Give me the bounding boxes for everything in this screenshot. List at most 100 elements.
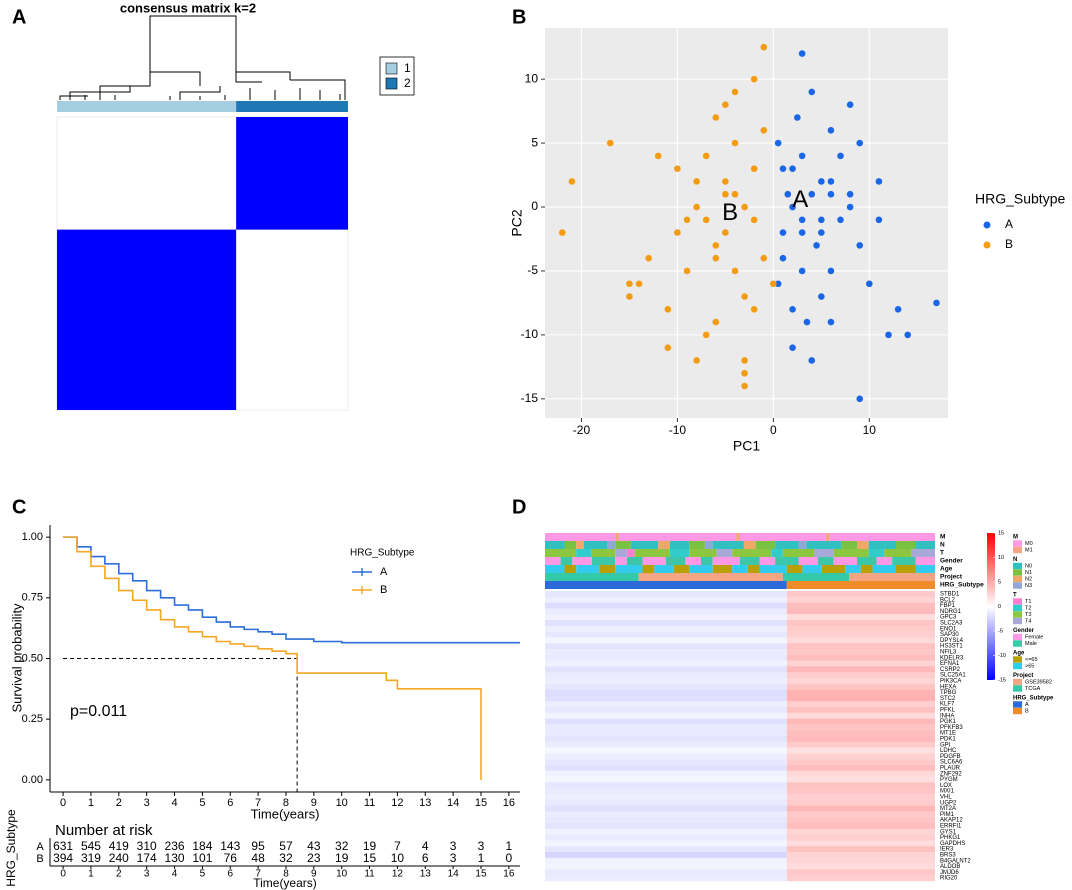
annotation-cell (669, 549, 690, 557)
point (798, 216, 806, 224)
x-tick-label: 14 (448, 869, 460, 880)
point (774, 280, 782, 288)
point (722, 178, 729, 185)
risk-count: 419 (109, 839, 129, 853)
gene-label: ENO1 (940, 626, 957, 632)
point (866, 280, 873, 288)
point (664, 344, 672, 351)
point (683, 267, 691, 275)
heatmap-cell (786, 794, 935, 800)
gene-label: JMJD6 (940, 870, 959, 876)
annotation-cell (607, 541, 616, 549)
gene-label: GAPDHS (940, 841, 965, 847)
point (664, 306, 672, 313)
heatmap-cell (545, 869, 787, 876)
plot-bg (545, 28, 948, 418)
median-line (63, 658, 298, 792)
gene-label: SLC2A3 (940, 620, 963, 626)
point (760, 126, 768, 134)
heatmap-cell (545, 660, 787, 667)
heatmap-cell (545, 683, 787, 690)
x-tick-label: 4 (172, 869, 178, 880)
heatmap-cell (786, 631, 935, 638)
heatmap-cell (545, 759, 787, 766)
y-tick-label: 0.50 (22, 652, 43, 664)
scale-tick-label: -10 (998, 653, 1006, 659)
point (635, 280, 643, 288)
annotation-cell (689, 565, 713, 573)
gene-label: IER3 (940, 847, 954, 853)
heatmap-cell (545, 857, 787, 864)
x-tick-label: 9 (311, 869, 317, 880)
gene-label: SLC6A6 (940, 760, 963, 766)
legend-label: B (380, 584, 387, 596)
annotation-cell (782, 549, 815, 557)
heatmap-cell (545, 852, 787, 858)
annotation-cell (634, 549, 670, 557)
annotation-cell (712, 541, 744, 549)
heatmap-cell (786, 683, 935, 690)
x-axis-label: Time(years) (251, 806, 320, 821)
point (789, 165, 796, 172)
heatmap-cell (545, 707, 787, 713)
gene-label: SAP30 (940, 632, 959, 638)
annotation-cell (857, 557, 877, 565)
point (722, 229, 729, 236)
annotation-cell (740, 557, 760, 565)
legend-title: T (1013, 593, 1017, 599)
legend-label: T2 (1025, 605, 1031, 611)
x-tick-label: 0 (60, 797, 66, 809)
heatmap-cell (545, 625, 787, 632)
annotation-cell (576, 549, 592, 557)
annotation-cell (798, 557, 818, 565)
heatmap-cell (786, 759, 935, 766)
point (798, 152, 806, 160)
point (626, 293, 633, 300)
point (856, 139, 864, 147)
heatmap-cell (545, 770, 787, 777)
heatmap-cell (786, 741, 935, 748)
heatmap-cell (786, 817, 935, 824)
heatmap-cell (786, 660, 935, 667)
point (784, 190, 792, 198)
heatmap-cell (786, 666, 935, 673)
heatmap-cell (786, 811, 935, 818)
heatmap-cell (545, 805, 787, 812)
legend-label: 2 (404, 76, 411, 90)
point (702, 152, 710, 160)
gene-label: NDRG1 (940, 609, 962, 615)
heatmap-cell (545, 753, 787, 760)
point (722, 190, 729, 198)
point (789, 306, 796, 313)
annotation-cell (821, 565, 846, 573)
gene-label: PIK3CA (940, 678, 961, 684)
gene-label: AKAP12 (940, 818, 963, 824)
annotation-cell (775, 541, 799, 549)
gene-label: GPI (940, 742, 951, 748)
x-tick-label: 12 (392, 869, 404, 880)
y-tick-label: 0.25 (22, 713, 43, 725)
heatmap-cell (786, 602, 935, 609)
chart-title: consensus matrix k=2 (120, 0, 256, 15)
risk-count: 240 (109, 851, 129, 865)
scale-tick-label: -5 (998, 628, 1003, 634)
annotation-cell (642, 557, 666, 565)
point (626, 280, 633, 288)
legend-label: 1 (404, 61, 411, 75)
scale-tick-label: -15 (998, 677, 1006, 683)
risk-count: 32 (335, 839, 349, 853)
heatmap-cell (786, 614, 935, 621)
heatmap-cell (545, 631, 787, 638)
heatmap-cell (786, 620, 935, 626)
gene-label: RIG20 (940, 876, 958, 882)
heatmap-cell (545, 776, 787, 783)
annotation-cell (545, 565, 565, 573)
legend-label: GSE39582 (1025, 679, 1052, 685)
risk-count: 631 (53, 839, 73, 853)
annotation-cell (786, 565, 803, 573)
y-tick-label: 1.00 (22, 531, 43, 543)
annotation-cell (786, 581, 935, 589)
x-tick-label: -10 (669, 423, 687, 437)
annotation-cell (658, 541, 670, 549)
gene-label: PFKL (940, 707, 956, 713)
